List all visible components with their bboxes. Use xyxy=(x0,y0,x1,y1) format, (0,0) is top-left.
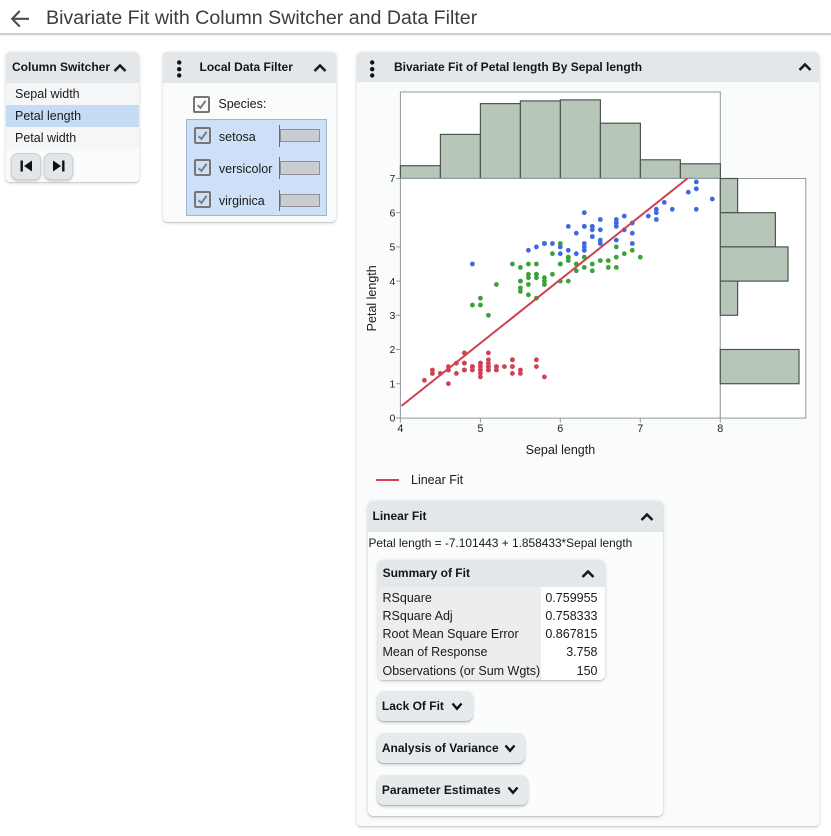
svg-text:5: 5 xyxy=(477,423,483,435)
svg-text:Petal length: Petal length xyxy=(365,265,379,331)
svg-text:1: 1 xyxy=(389,378,395,390)
svg-text:8: 8 xyxy=(717,423,723,435)
svg-text:0: 0 xyxy=(389,413,395,425)
svg-text:6: 6 xyxy=(557,423,563,435)
svg-text:3: 3 xyxy=(389,310,395,322)
svg-text:Sepal length: Sepal length xyxy=(526,443,596,457)
svg-text:5: 5 xyxy=(389,242,395,254)
svg-text:4: 4 xyxy=(389,276,395,288)
svg-text:4: 4 xyxy=(397,423,403,435)
svg-text:7: 7 xyxy=(389,173,395,185)
svg-text:2: 2 xyxy=(389,344,395,356)
svg-text:6: 6 xyxy=(389,207,395,219)
svg-text:7: 7 xyxy=(637,423,643,435)
